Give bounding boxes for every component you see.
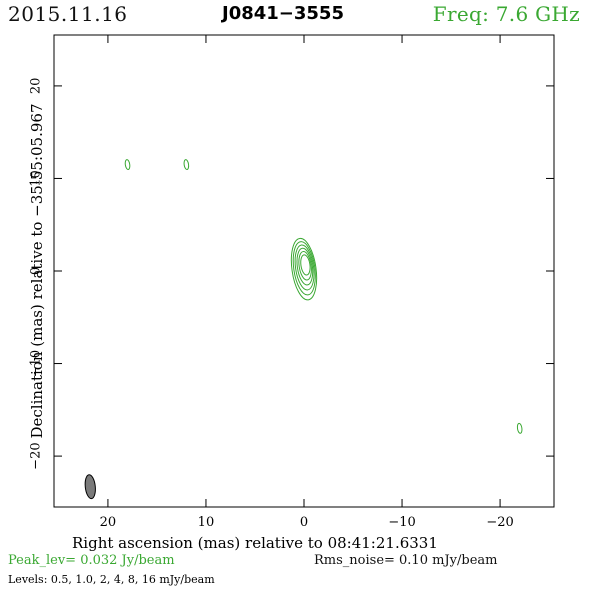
peak-level: Peak_lev= 0.032 Jy/beam <box>8 553 175 568</box>
x-tick-label: 0 <box>300 515 308 530</box>
contour-level-6 <box>300 254 311 276</box>
noise-contour <box>516 422 523 434</box>
x-axis-label: Right ascension (mas) relative to 08:41:… <box>72 534 438 552</box>
x-tick-label: −10 <box>388 515 415 530</box>
x-tick-label: 10 <box>198 515 215 530</box>
epoch-date: 2015.11.16 <box>8 2 128 26</box>
contour-level-5 <box>298 251 312 281</box>
y-tick-label: −10 <box>29 350 44 377</box>
y-tick-label: 0 <box>29 267 44 275</box>
rms-noise: Rms_noise= 0.10 mJy/beam <box>314 553 498 568</box>
contour-map <box>124 159 523 434</box>
beam-ellipse <box>84 474 96 500</box>
x-tick-label: −20 <box>486 515 513 530</box>
contour-levels: Levels: 0.5, 1.0, 2, 4, 8, 16 mJy/beam <box>8 573 215 586</box>
noise-contour <box>183 159 190 171</box>
contour-level-1 <box>290 237 318 301</box>
contour-level-3 <box>294 244 315 291</box>
y-tick-label: 20 <box>29 78 44 95</box>
frequency-label: Freq: 7.6 GHz <box>432 2 580 26</box>
contour-level-4 <box>296 247 314 286</box>
y-axis-label: Declination (mas) relative to −35:55:05.… <box>28 103 46 439</box>
x-tick-label: 20 <box>100 515 117 530</box>
plot-frame <box>53 34 555 508</box>
beam-ellipse-group <box>84 474 96 500</box>
y-tick-label: 10 <box>29 170 44 187</box>
contour-level-2 <box>292 241 316 296</box>
axis-ticks: 20 10 0 −10 −20 20 10 0 −10 −20 <box>29 35 554 530</box>
noise-contour <box>124 159 131 171</box>
source-name: J0841−3555 <box>222 3 344 24</box>
y-tick-label: −20 <box>29 442 44 469</box>
